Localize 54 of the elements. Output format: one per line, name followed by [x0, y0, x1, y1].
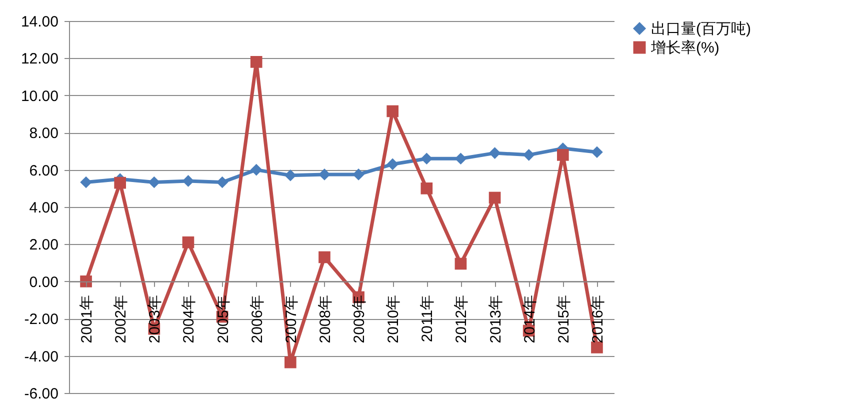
point: [114, 176, 126, 189]
point: [488, 192, 501, 204]
y-tick-label: -6.00: [24, 386, 58, 402]
point: [591, 342, 603, 354]
y-tick-label: 2.00: [29, 236, 58, 254]
point: [454, 258, 467, 270]
point: [556, 149, 569, 161]
x-tick-label: 2007年: [282, 294, 300, 344]
x-tick-label: 2014年: [521, 294, 538, 344]
y-tick-label: 12.00: [20, 50, 58, 68]
point: [80, 275, 92, 288]
x-tick-label: 2015年: [555, 294, 572, 344]
point: [80, 176, 92, 188]
x-tick-label: 2002年: [112, 294, 130, 344]
x-tick-label: 2016年: [589, 294, 606, 344]
point: [420, 182, 433, 194]
x-tick-label: 2003年: [146, 294, 164, 344]
point: [318, 168, 330, 180]
x-tick-label: 2001年: [78, 294, 96, 344]
point: [250, 164, 262, 176]
point: [522, 149, 535, 161]
y-tick-label: 8.00: [29, 125, 58, 142]
point: [454, 152, 467, 165]
x-tick-label: 2006年: [248, 294, 266, 344]
y-tick-label: -4.00: [24, 348, 58, 366]
y-tick-label: 6.00: [29, 162, 58, 180]
y-tick-label: 14.00: [20, 14, 58, 30]
point: [182, 236, 194, 248]
x-tick-label: 2004年: [180, 294, 198, 344]
point: [284, 356, 296, 368]
x-tick-label: 2011年: [419, 294, 436, 342]
x-tick-label: 2010年: [385, 294, 402, 344]
y-tick-label: 0.00: [29, 274, 58, 291]
point: [386, 105, 399, 118]
point: [182, 175, 194, 187]
point: [148, 176, 160, 188]
legend-label: 增长率(%): [650, 40, 720, 56]
point: [216, 176, 228, 188]
point: [591, 146, 603, 158]
x-tick-label: 2013年: [487, 294, 504, 344]
x-tick-label: 2009年: [351, 294, 368, 344]
point: [284, 169, 296, 182]
point: [352, 168, 364, 180]
point: [250, 56, 262, 68]
x-tick-label: 2008年: [316, 294, 334, 344]
legend-label: 出口量(百万吨): [651, 20, 751, 38]
point: [386, 158, 399, 170]
x-tick-label: 2012年: [453, 294, 470, 344]
y-tick-label: 4.00: [29, 200, 58, 216]
x-tick-label: 2005年: [214, 294, 232, 344]
y-tick-label: -2.00: [24, 311, 58, 328]
y-tick-label: 10.00: [20, 88, 58, 105]
point: [488, 147, 501, 159]
point: [318, 251, 330, 264]
